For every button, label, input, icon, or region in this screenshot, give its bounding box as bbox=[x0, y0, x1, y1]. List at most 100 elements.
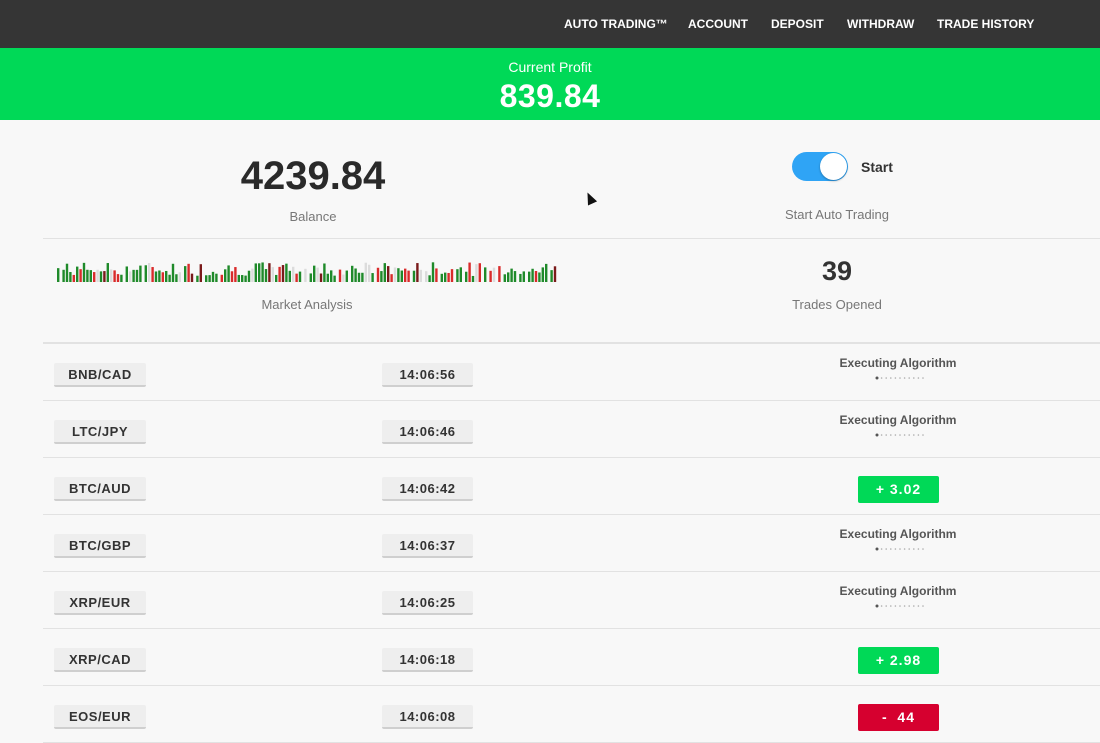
market-bar bbox=[120, 274, 123, 282]
market-bar bbox=[431, 262, 435, 282]
loss-badge: - 44 bbox=[858, 704, 939, 731]
market-bar bbox=[278, 266, 281, 282]
market-bar bbox=[288, 270, 291, 282]
trade-pair: LTC/JPY bbox=[54, 420, 146, 444]
market-bar bbox=[86, 269, 89, 282]
market-bar bbox=[450, 269, 454, 282]
trade-pair: BTC/AUD bbox=[54, 477, 146, 501]
trade-pair: BNB/CAD bbox=[54, 363, 146, 387]
market-bar bbox=[459, 267, 462, 282]
market-bar bbox=[522, 271, 525, 282]
balance-value: 4239.84 bbox=[240, 154, 386, 198]
market-bar bbox=[319, 273, 323, 282]
trade-status: Executing Algorithm bbox=[839, 584, 957, 598]
market-bar bbox=[380, 271, 383, 282]
trades-opened-value: 39 bbox=[821, 256, 853, 286]
market-bar bbox=[224, 269, 227, 282]
market-bar bbox=[447, 272, 450, 282]
market-bar bbox=[62, 269, 65, 282]
market-bar bbox=[444, 272, 447, 282]
market-bar bbox=[295, 273, 298, 282]
market-bar bbox=[416, 263, 419, 282]
market-bar bbox=[148, 263, 151, 282]
market-bar bbox=[264, 269, 268, 282]
market-bar bbox=[220, 274, 223, 282]
trade-status: Executing Algorithm bbox=[839, 527, 957, 541]
market-bar bbox=[89, 270, 92, 282]
market-bar bbox=[275, 274, 278, 282]
market-bar bbox=[510, 268, 513, 282]
loading-dots-icon bbox=[875, 547, 924, 551]
market-bar bbox=[281, 265, 285, 282]
trade-pair: BTC/GBP bbox=[54, 534, 146, 558]
nav-trade-history[interactable]: TRADE HISTORY bbox=[937, 17, 1035, 31]
trade-time: 14:06:42 bbox=[382, 477, 473, 501]
market-bar bbox=[244, 275, 247, 282]
market-bar bbox=[285, 263, 288, 282]
market-bar bbox=[471, 275, 475, 282]
market-analysis-label: Market Analysis bbox=[261, 297, 353, 312]
market-bar bbox=[103, 271, 106, 282]
trade-time: 14:06:18 bbox=[382, 648, 473, 672]
market-bar bbox=[171, 263, 175, 282]
market-bar bbox=[456, 269, 459, 282]
market-bar bbox=[99, 271, 103, 282]
market-bar bbox=[534, 270, 538, 282]
auto-trading-toggle[interactable] bbox=[792, 152, 848, 181]
market-bar bbox=[338, 269, 342, 282]
top-nav: AUTO TRADING™ ACCOUNT DEPOSIT WITHDRAW T… bbox=[0, 0, 1100, 48]
market-bar bbox=[550, 270, 553, 282]
nav-withdraw[interactable]: WITHDRAW bbox=[847, 17, 915, 31]
trade-pair: XRP/CAD bbox=[54, 648, 146, 672]
trade-status: Executing Algorithm bbox=[839, 356, 957, 370]
nav-auto-trading[interactable]: AUTO TRADING™ bbox=[564, 17, 668, 31]
market-bar bbox=[304, 268, 307, 282]
market-bar bbox=[513, 271, 517, 282]
market-bar bbox=[106, 263, 109, 282]
row-divider bbox=[43, 400, 1100, 401]
market-bar bbox=[79, 269, 82, 282]
market-bar bbox=[387, 266, 390, 282]
market-bar bbox=[151, 267, 154, 282]
market-bar bbox=[489, 270, 492, 282]
market-bar bbox=[247, 270, 251, 282]
market-bar bbox=[237, 274, 240, 282]
divider bbox=[43, 238, 1100, 239]
profit-badge: + 2.98 bbox=[858, 647, 939, 674]
market-bar bbox=[503, 274, 506, 282]
row-divider bbox=[43, 685, 1100, 686]
market-bar bbox=[241, 275, 244, 282]
market-bar bbox=[400, 270, 403, 282]
auto-trading-label: Start Auto Trading bbox=[784, 207, 890, 222]
market-bar bbox=[361, 272, 364, 282]
current-profit-banner: Current Profit 839.84 bbox=[0, 48, 1100, 120]
market-bar bbox=[440, 273, 443, 282]
market-bar bbox=[72, 274, 75, 282]
trades-opened-label: Trades Opened bbox=[792, 297, 882, 312]
trade-time: 14:06:46 bbox=[382, 420, 473, 444]
market-bar bbox=[342, 274, 345, 282]
row-divider bbox=[43, 571, 1100, 572]
market-bar bbox=[165, 270, 168, 282]
market-bar bbox=[57, 268, 60, 282]
nav-account[interactable]: ACCOUNT bbox=[688, 17, 748, 31]
market-bar bbox=[190, 273, 194, 282]
toggle-knob bbox=[820, 153, 847, 180]
market-bar bbox=[326, 273, 329, 282]
market-bar bbox=[428, 275, 431, 282]
market-bar bbox=[475, 264, 478, 282]
market-bar bbox=[196, 275, 199, 282]
trade-time: 14:06:08 bbox=[382, 705, 473, 729]
market-bar bbox=[354, 268, 357, 282]
market-bar bbox=[258, 263, 261, 282]
market-bar bbox=[492, 267, 496, 282]
market-bar bbox=[175, 274, 178, 282]
market-bar bbox=[407, 270, 410, 282]
nav-deposit[interactable]: DEPOSIT bbox=[771, 17, 824, 31]
market-bar bbox=[323, 263, 326, 282]
market-bar bbox=[116, 274, 120, 282]
market-bar bbox=[545, 263, 548, 282]
market-bar bbox=[351, 265, 354, 282]
row-divider bbox=[43, 628, 1100, 629]
market-bar bbox=[93, 272, 96, 282]
